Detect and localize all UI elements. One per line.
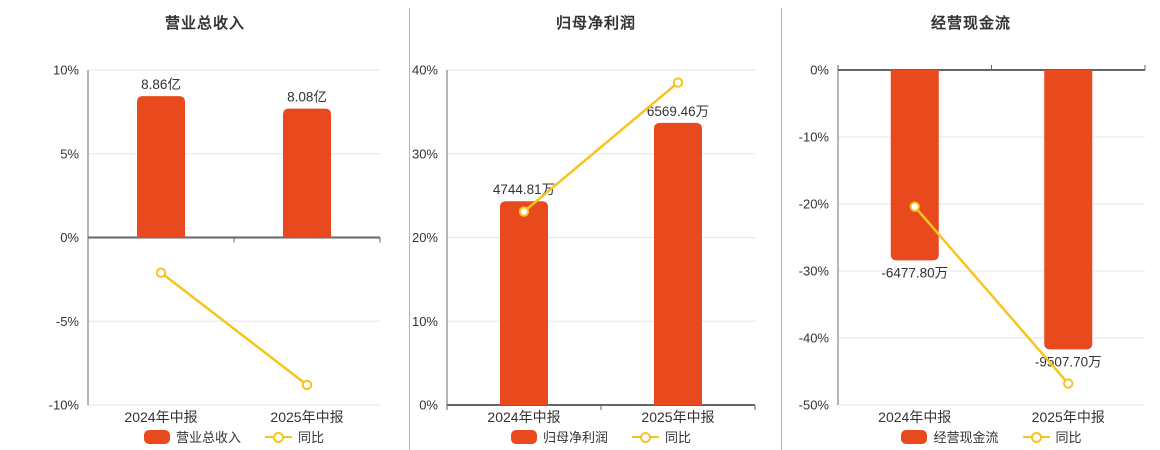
yoy-line-point <box>1063 378 1074 389</box>
y-axis-tick-label: 10% <box>412 314 438 329</box>
bar-2024年中报 <box>890 70 939 261</box>
legend-label: 归母净利润 <box>542 430 608 445</box>
y-axis-tick-label: 30% <box>412 146 438 161</box>
yoy-line-point <box>672 77 684 88</box>
y-axis-tick-label: 40% <box>412 63 438 78</box>
legend-label: 同比 <box>298 430 325 445</box>
yoy-line-point <box>909 201 920 212</box>
x-axis-category-label: 2024年中报 <box>124 409 197 425</box>
legend-label: 同比 <box>1055 430 1082 445</box>
yoy-line-point <box>301 379 313 391</box>
chart-title: 经营现金流 <box>930 15 1011 32</box>
yoy-line-marker-icon <box>265 430 292 444</box>
bar-series-swatch-icon <box>510 429 537 444</box>
x-axis-category-label: 2024年中报 <box>487 409 560 425</box>
chart-title: 归母净利润 <box>555 15 636 32</box>
legend-item-yoy-line[interactable]: 同比 <box>632 427 691 446</box>
y-axis-tick-label: -40% <box>799 331 830 346</box>
yoy-line <box>160 271 308 386</box>
revenue-chart-plot: 10% 5% 0% -5% -10% 8.86亿 8.08亿 2024年中报 2025年中报 <box>49 63 381 425</box>
bar-2025年中报 <box>283 108 331 238</box>
y-axis-tick-label: 5% <box>60 146 79 161</box>
y-axis-tick-label: 0% <box>810 63 829 78</box>
bar-series-swatch-icon <box>901 429 928 444</box>
bar-2024年中报 <box>137 96 185 238</box>
yoy-line-point <box>518 206 530 217</box>
legend-label: 经营现金流 <box>933 430 999 445</box>
yoy-line <box>913 205 1070 385</box>
bar-value-label: 8.86亿 <box>141 77 181 92</box>
chart-legend: 归母净利润 同比 <box>447 427 755 446</box>
chart-title: 营业总收入 <box>164 15 245 32</box>
x-axis-category-label: 2025年中报 <box>641 409 714 425</box>
yoy-line-marker-icon <box>632 430 659 444</box>
yoy-line-point <box>155 267 167 278</box>
bar-2024年中报 <box>500 201 548 405</box>
x-axis-category-label: 2025年中报 <box>270 409 343 425</box>
chart-legend: 经营现金流 同比 <box>838 427 1145 446</box>
y-axis-tick-label: 0% <box>60 230 79 245</box>
legend-item-bar-series[interactable]: 营业总收入 <box>143 427 241 446</box>
legend-item-bar-series[interactable]: 经营现金流 <box>901 427 999 446</box>
bar-value-label: 8.08亿 <box>287 90 327 105</box>
legend-item-yoy-line[interactable]: 同比 <box>1022 427 1082 446</box>
cash-flow-chart-plot: 0%-10%-20%-30%-40%-50%-6477.80万-9507.70万… <box>799 63 1146 425</box>
x-axis-category-label: 2025年中报 <box>1032 409 1105 425</box>
chart-panel-revenue: 营业总收入 10% 5% 0% -5% -10% 8.86亿 8.08亿 2024年中报 202… <box>0 0 410 450</box>
legend-item-bar-series[interactable]: 归母净利润 <box>510 427 608 446</box>
legend-label: 营业总收入 <box>175 430 241 445</box>
yoy-line-marker-icon <box>1022 430 1050 444</box>
bar-2025年中报 <box>1044 70 1093 350</box>
y-axis-tick-label: 10% <box>53 63 79 78</box>
y-axis-tick-label: -10% <box>799 130 830 145</box>
legend-item-yoy-line[interactable]: 同比 <box>265 427 324 446</box>
bar-value-label: 6569.46万 <box>647 104 709 119</box>
bar-value-label: 4744.81万 <box>493 182 555 197</box>
legend-label: 同比 <box>665 430 692 445</box>
bar-2025年中报 <box>654 122 702 406</box>
chart-legend: 营业总收入 同比 <box>88 427 380 446</box>
panel-divider <box>781 8 782 450</box>
y-axis-tick-label: -10% <box>49 398 80 413</box>
y-axis-tick-label: 20% <box>412 230 438 245</box>
y-axis-tick-label: -30% <box>799 264 830 279</box>
y-axis-tick-label: -5% <box>56 314 80 329</box>
bar-value-label: -6477.80万 <box>881 265 948 280</box>
bar-series-swatch-icon <box>143 429 170 444</box>
chart-panel-operating-cash-flow: 经营现金流 0% -10% -20% -30% -40% -50% -6477.80万 -95… <box>782 0 1160 450</box>
net-profit-chart-plot: 40% 30% 20% 10% 0% 4744.81万 6569.46万 2024年中报 202… <box>412 63 756 425</box>
chart-panel-net-profit: 归母净利润 40% 30% 20% 10% 0% 4744.81万 6569.46万 2024… <box>410 0 782 450</box>
panel-divider <box>409 8 410 450</box>
x-axis-category-label: 2024年中报 <box>878 409 951 425</box>
y-axis-tick-label: 0% <box>419 398 438 413</box>
y-axis-tick-label: -20% <box>799 197 830 212</box>
yoy-line <box>523 81 679 213</box>
y-axis-tick-label: -50% <box>799 398 830 413</box>
